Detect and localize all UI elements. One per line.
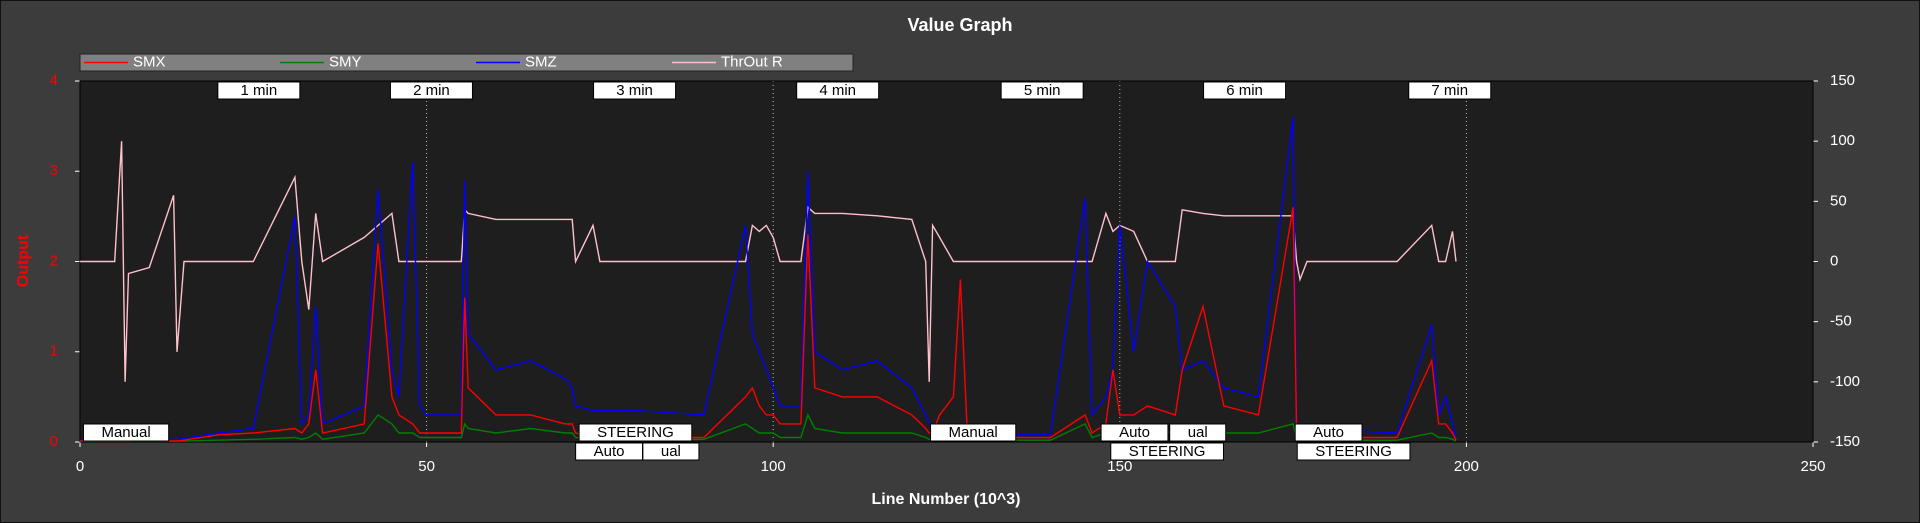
- mode-label: STEERING: [1296, 442, 1411, 461]
- time-marker-label: 7 min: [1431, 82, 1468, 99]
- mode-label: ual: [642, 442, 700, 461]
- mode-label: Auto: [575, 442, 643, 461]
- time-marker-box: [217, 81, 301, 100]
- mode-label-box: [578, 423, 693, 442]
- y-tick-label: 1: [50, 343, 58, 360]
- time-marker-label: 4 min: [819, 82, 856, 99]
- legend-label: ThrOut R: [721, 53, 783, 70]
- time-marker-box: [389, 81, 473, 100]
- x-tick-label: 250: [1800, 458, 1825, 475]
- mode-label-text: Auto: [594, 443, 625, 460]
- time-marker-label: 6 min: [1226, 82, 1263, 99]
- mode-label: Auto: [1294, 423, 1363, 442]
- time-marker-box: [1203, 81, 1287, 100]
- y-axis-label: Output: [15, 234, 32, 287]
- mode-label-box: [930, 423, 1017, 442]
- x-tick-label: 100: [761, 458, 786, 475]
- time-marker: 7 min: [1408, 81, 1492, 100]
- time-marker-box: [1000, 81, 1084, 100]
- time-marker-label: 5 min: [1024, 82, 1061, 99]
- time-marker-label: 3 min: [616, 82, 653, 99]
- x-tick-label: 0: [76, 458, 84, 475]
- series-line: [80, 141, 1457, 382]
- mode-label-box: [82, 423, 170, 442]
- time-marker-box: [593, 81, 677, 100]
- time-marker: 1 min: [217, 81, 301, 100]
- series-line: [80, 117, 1457, 441]
- legend-label: SMY: [329, 53, 362, 70]
- mode-label-text: ual: [661, 443, 681, 460]
- mode-label-text: Manual: [949, 424, 998, 441]
- mode-label: STEERING: [578, 423, 693, 442]
- y-tick-label: 3: [50, 162, 58, 179]
- y2-tick-label: -50: [1830, 313, 1852, 330]
- mode-label-box: [1100, 423, 1169, 442]
- legend: [79, 53, 854, 72]
- mode-label-text: Auto: [1119, 424, 1150, 441]
- mode-label: STEERING: [1110, 442, 1224, 461]
- time-marker: 5 min: [1000, 81, 1084, 100]
- x-tick-label: 150: [1107, 458, 1132, 475]
- time-marker: 3 min: [593, 81, 677, 100]
- y2-tick-label: -150: [1830, 433, 1860, 450]
- mode-label-text: Manual: [101, 424, 150, 441]
- mode-label-box: [642, 442, 700, 461]
- mode-label-box: [1294, 423, 1363, 442]
- y2-tick-label: 0: [1830, 252, 1838, 269]
- mode-label: Auto: [1100, 423, 1169, 442]
- y2-tick-label: 100: [1830, 132, 1855, 149]
- mode-label-text: STEERING: [1129, 443, 1206, 460]
- plot-area: [80, 81, 1813, 442]
- time-marker-box: [1408, 81, 1492, 100]
- y-tick-label: 0: [50, 433, 58, 450]
- y-tick-label: 4: [50, 72, 58, 89]
- mode-label-text: Auto: [1313, 424, 1344, 441]
- legend-label: SMX: [133, 53, 166, 70]
- y2-tick-label: 150: [1830, 72, 1855, 89]
- chart-title: Value Graph: [907, 15, 1012, 35]
- y2-tick-label: -100: [1830, 373, 1860, 390]
- mode-label-text: STEERING: [597, 424, 674, 441]
- series-line: [80, 207, 1457, 442]
- mode-label-box: [1110, 442, 1224, 461]
- mode-label-text: ual: [1188, 424, 1208, 441]
- mode-label-text: STEERING: [1315, 443, 1392, 460]
- time-marker: 4 min: [796, 81, 880, 100]
- mode-label-box: [1169, 423, 1227, 442]
- y-tick-label: 2: [50, 252, 58, 269]
- mode-label: ual: [1169, 423, 1227, 442]
- x-axis-label: Line Number (10^3): [872, 491, 1021, 508]
- y2-tick-label: 50: [1830, 192, 1847, 209]
- mode-label-box: [1296, 442, 1411, 461]
- x-tick-label: 200: [1454, 458, 1479, 475]
- time-marker-label: 1 min: [241, 82, 278, 99]
- time-marker: 6 min: [1203, 81, 1287, 100]
- x-tick-label: 50: [418, 458, 435, 475]
- time-marker-box: [796, 81, 880, 100]
- mode-label: Manual: [82, 423, 170, 442]
- legend-label: SMZ: [525, 53, 557, 70]
- time-marker-label: 2 min: [413, 82, 450, 99]
- time-marker: 2 min: [389, 81, 473, 100]
- mode-label: Manual: [930, 423, 1017, 442]
